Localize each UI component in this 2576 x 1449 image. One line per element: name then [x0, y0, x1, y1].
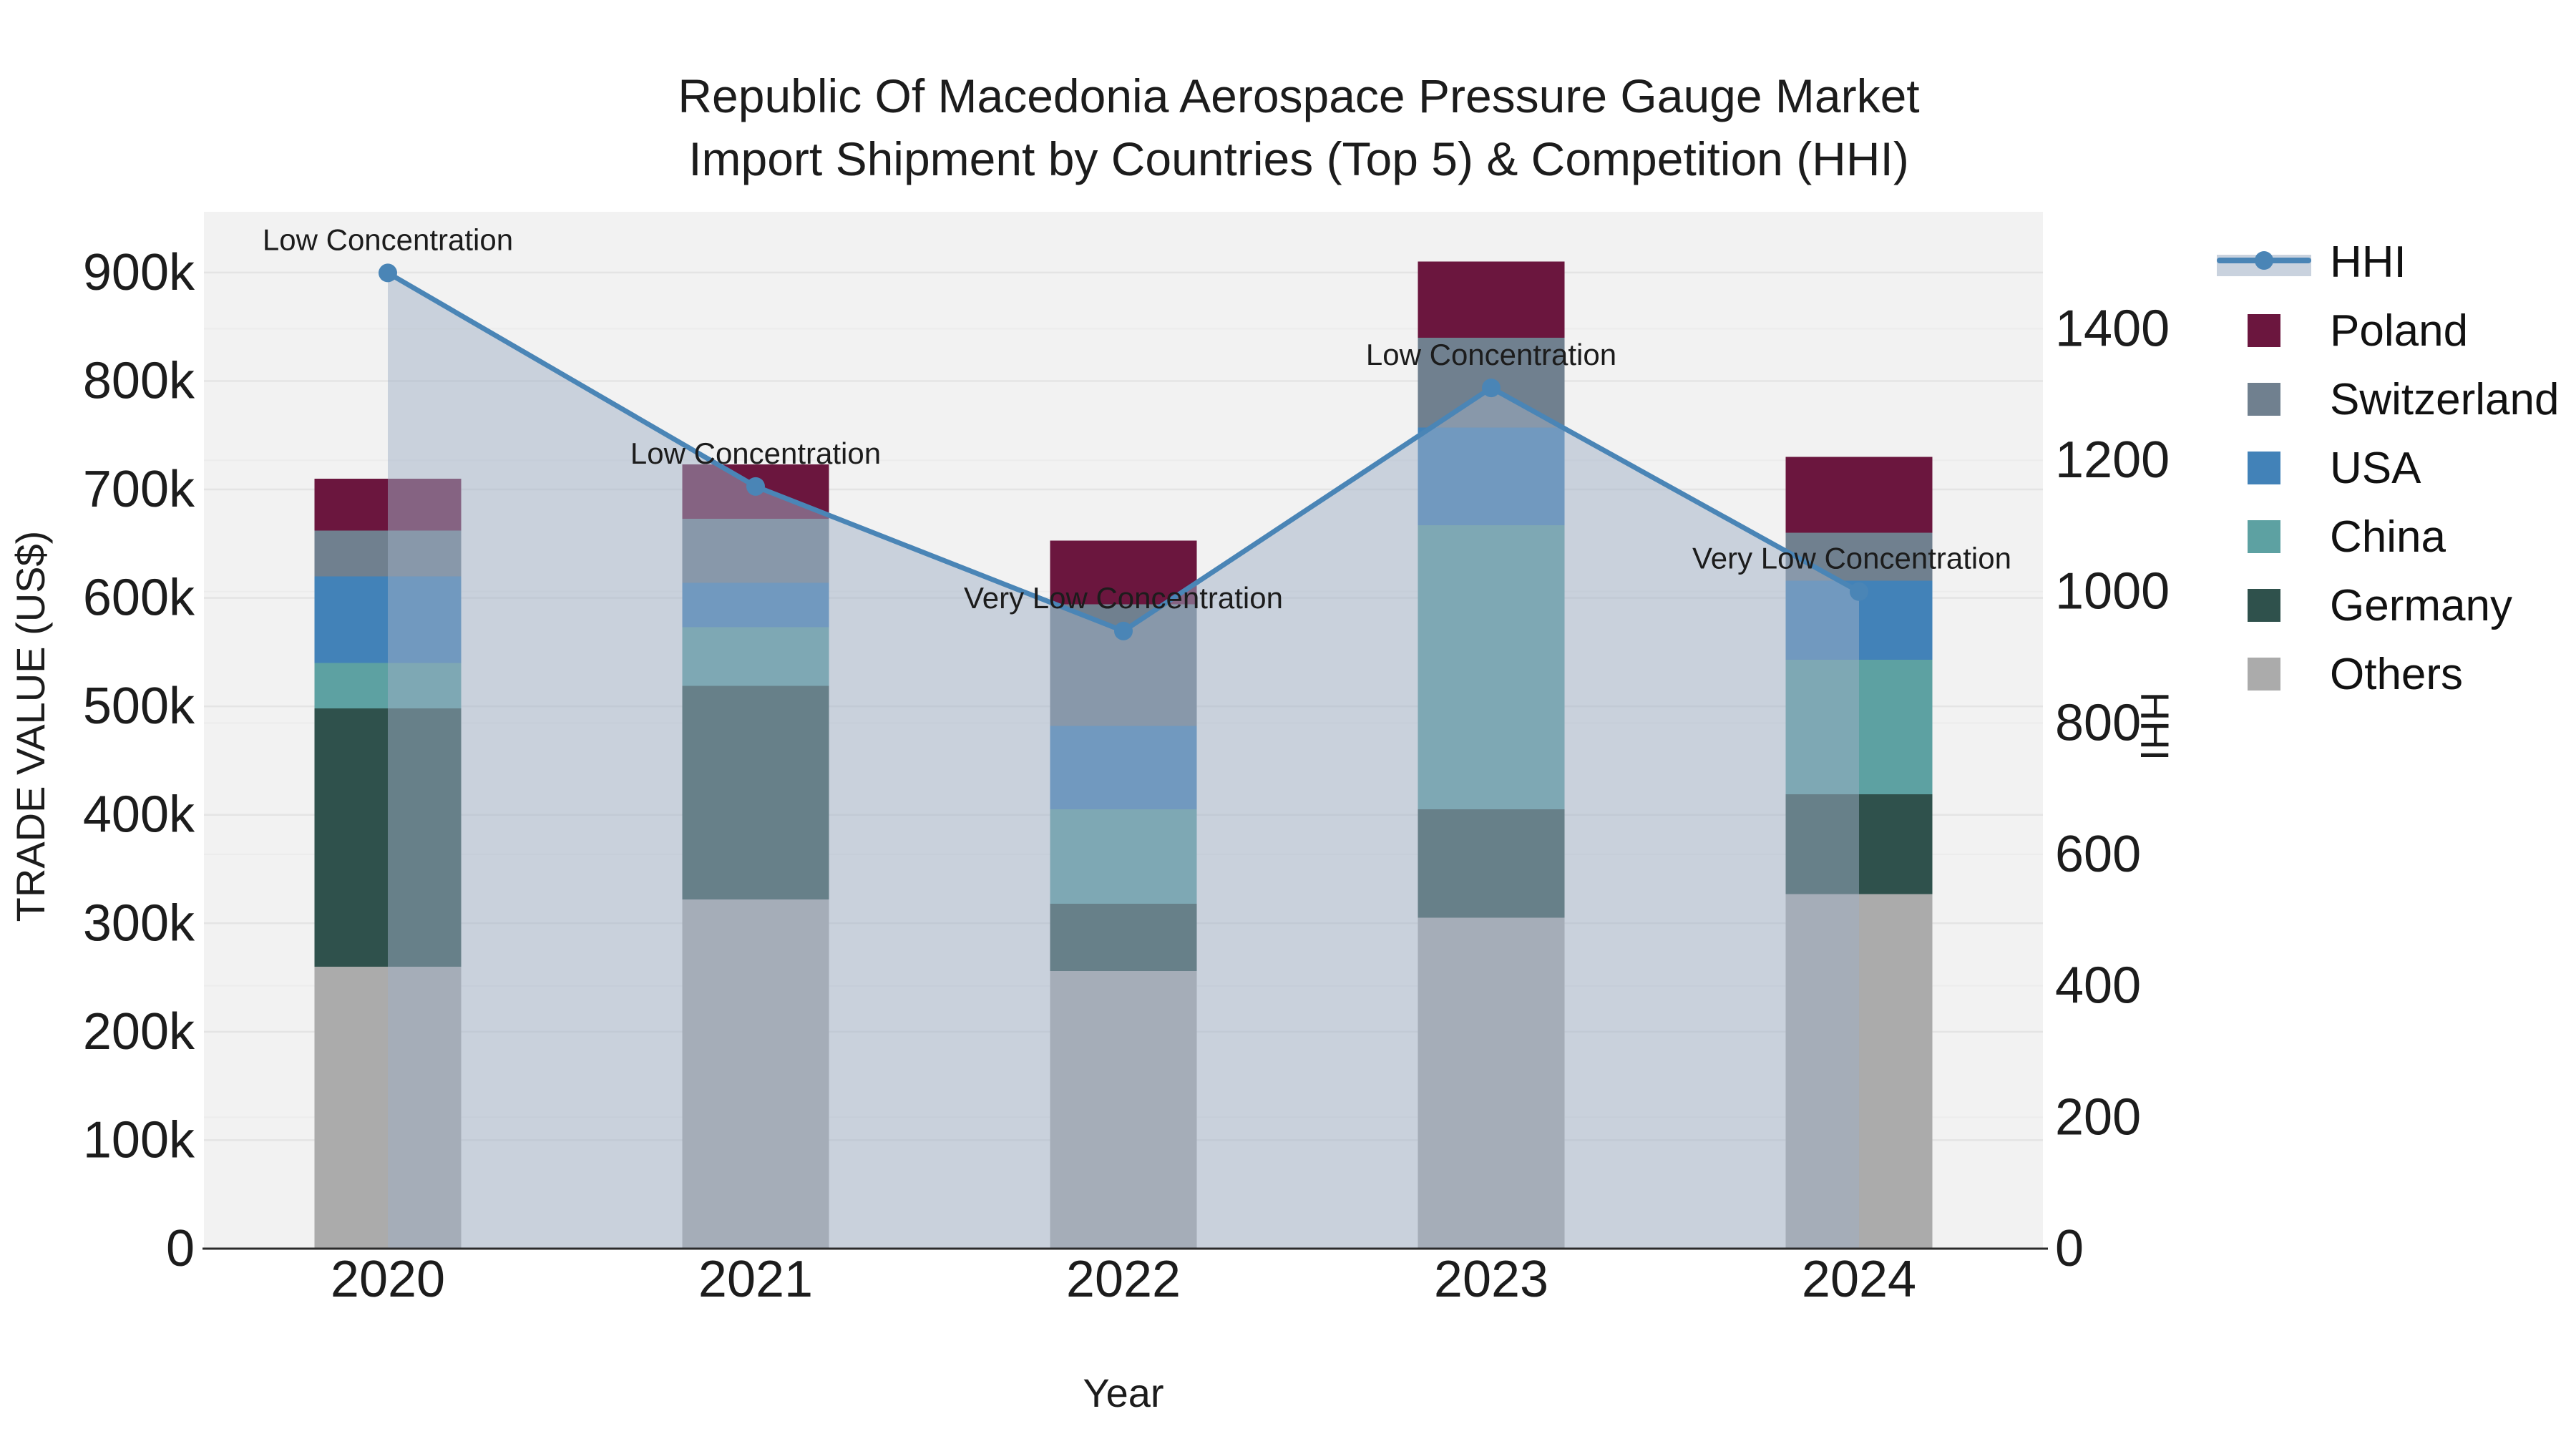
swatch-icon: [2248, 452, 2280, 484]
swatch-icon: [2248, 314, 2280, 347]
legend-label: Switzerland: [2330, 374, 2560, 424]
legend-item-others: Others: [2217, 640, 2559, 708]
annotation-2020: Low Concentration: [263, 223, 513, 256]
swatch-icon: [2248, 383, 2280, 416]
legend-item-poland: Poland: [2217, 296, 2559, 365]
tick-labels: 0 100k 200k 300k 400k 500k 600k 700k 800k 900k 0 20…: [83, 244, 2170, 1308]
y-axis-title-right: HHI: [2132, 692, 2177, 761]
tick-right-1400: 1400: [2055, 300, 2170, 357]
swatch-icon: [2248, 589, 2280, 622]
annotation-2022: Very Low Concentration: [964, 581, 1283, 615]
tick-right-1000: 1000: [2055, 563, 2170, 620]
hhi-area: [388, 273, 1859, 1249]
legend-swatch-usa: [2217, 452, 2311, 484]
hhi-marker-2022: [1114, 621, 1133, 640]
tick-right-0: 0: [2055, 1220, 2084, 1277]
legend-label: USA: [2330, 443, 2421, 493]
legend-label: Poland: [2330, 306, 2469, 356]
chart-title-line2: Import Shipment by Countries (Top 5) & C…: [688, 132, 1909, 185]
swatch-icon: [2248, 658, 2280, 691]
tick-x-2023: 2023: [1434, 1251, 1548, 1308]
tick-left-400k: 400k: [83, 786, 195, 844]
tick-right-800: 800: [2055, 694, 2141, 751]
hhi-dot: [2255, 251, 2273, 270]
bar-2022-poland: [1050, 540, 1197, 605]
hhi-area-fill: [388, 273, 1859, 1249]
tick-x-2024: 2024: [1802, 1251, 1916, 1308]
tick-left-200k: 200k: [83, 1003, 195, 1060]
tick-right-1200: 1200: [2055, 431, 2170, 489]
legend: HHI Poland Switzerland USA China Germany Other…: [2217, 228, 2559, 708]
legend-swatch-germany: [2217, 589, 2311, 622]
legend-label: Others: [2330, 649, 2464, 699]
hhi-line-group: [379, 263, 1868, 640]
tick-right-200: 200: [2055, 1088, 2141, 1146]
hhi-marker-2024: [1850, 582, 1868, 601]
legend-swatch-poland: [2217, 314, 2311, 347]
legend-swatch-switzerland: [2217, 383, 2311, 416]
hhi-line-icon: [2217, 245, 2311, 279]
legend-hhi-line-icon: [2217, 245, 2311, 279]
chart-title-line1: Republic Of Macedonia Aerospace Pressure…: [678, 69, 1919, 122]
annotations: Low Concentration Low Concentration Very L…: [263, 223, 2011, 614]
legend-item-switzerland: Switzerland: [2217, 365, 2559, 434]
hhi-marker-2020: [379, 263, 397, 283]
annotation-2021: Low Concentration: [630, 436, 881, 470]
tick-right-600: 600: [2055, 826, 2141, 883]
tick-x-2020: 2020: [331, 1251, 445, 1308]
legend-item-hhi: HHI: [2217, 228, 2559, 296]
legend-swatch-others: [2217, 658, 2311, 691]
x-axis-title: Year: [1083, 1370, 1163, 1415]
hhi-marker-2023: [1482, 379, 1501, 398]
legend-item-germany: Germany: [2217, 571, 2559, 640]
tick-left-900k: 900k: [83, 244, 195, 301]
legend-swatch-china: [2217, 520, 2311, 553]
tick-left-700k: 700k: [83, 461, 195, 518]
y-axis-title-left: TRADE VALUE (US$): [8, 531, 53, 922]
tick-left-600k: 600k: [83, 570, 195, 627]
tick-left-500k: 500k: [83, 678, 195, 735]
legend-label: HHI: [2330, 237, 2406, 287]
tick-x-2021: 2021: [698, 1251, 813, 1308]
annotation-2023: Low Concentration: [1366, 338, 1616, 371]
hhi-marker-2021: [746, 477, 765, 496]
tick-left-0: 0: [166, 1220, 195, 1277]
legend-item-usa: USA: [2217, 434, 2559, 502]
tick-left-100k: 100k: [83, 1111, 195, 1169]
tick-right-400: 400: [2055, 957, 2141, 1015]
tick-left-800k: 800k: [83, 352, 195, 409]
bar-2023-poland: [1418, 261, 1565, 338]
annotation-2024: Very Low Concentration: [1692, 542, 2011, 575]
legend-label: China: [2330, 512, 2446, 562]
legend-item-china: China: [2217, 502, 2559, 571]
tick-left-300k: 300k: [83, 894, 195, 952]
legend-label: Germany: [2330, 580, 2512, 630]
tick-x-2022: 2022: [1066, 1251, 1181, 1308]
swatch-icon: [2248, 520, 2280, 553]
bar-2024-poland: [1785, 457, 1933, 533]
